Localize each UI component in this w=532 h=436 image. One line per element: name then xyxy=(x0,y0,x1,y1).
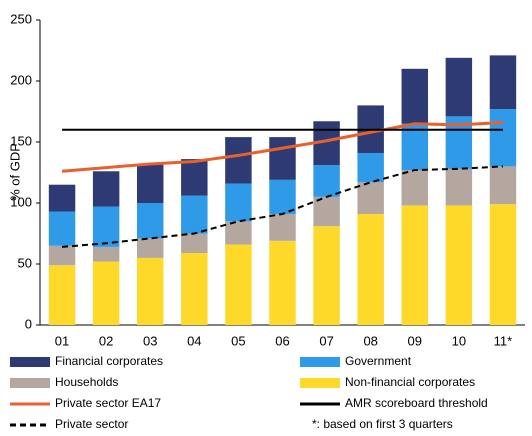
bar-segment xyxy=(181,233,208,254)
x-tick-label: 10 xyxy=(452,333,466,348)
bar-segment xyxy=(137,163,164,203)
bar-segment xyxy=(137,257,164,325)
x-tick-label: 09 xyxy=(408,333,422,348)
y-tick-label: 100 xyxy=(10,194,32,209)
bar-segment xyxy=(225,183,252,222)
bar-segment xyxy=(92,246,120,262)
x-tick-label: 02 xyxy=(99,333,113,348)
y-tick-label: 50 xyxy=(18,255,32,270)
bar-segment xyxy=(401,170,428,206)
bar-segment xyxy=(137,238,164,258)
line-series xyxy=(61,120,504,173)
bar-segment xyxy=(92,261,120,325)
legend-label: Government xyxy=(345,354,412,368)
legend-swatch xyxy=(10,378,50,388)
bar-segment xyxy=(489,204,517,325)
legend-label: Private sector EA17 xyxy=(55,396,161,410)
bar-segment xyxy=(48,184,76,212)
bar-segment xyxy=(48,245,76,266)
legend-label: Households xyxy=(55,375,118,389)
bar-segment xyxy=(357,213,384,325)
x-tick-label: 07 xyxy=(319,333,333,348)
bar-segment xyxy=(181,159,208,196)
x-tick-label: 01 xyxy=(55,333,69,348)
bar-segment xyxy=(137,203,164,239)
bar-segment xyxy=(489,166,517,205)
legend: Financial corporates Government Households… xyxy=(10,354,488,431)
bar-segment xyxy=(445,168,473,206)
x-tick-label: 05 xyxy=(231,333,245,348)
y-tick-label: 200 xyxy=(10,72,32,87)
legend-label: Non-financial corporates xyxy=(345,375,475,389)
y-tick-label: 150 xyxy=(10,133,32,148)
y-axis-label: % of GDP xyxy=(7,143,22,201)
x-tick-label: 03 xyxy=(143,333,157,348)
bar-segment xyxy=(357,182,384,214)
x-tick-label: 11* xyxy=(494,333,513,348)
y-tick-label: 0 xyxy=(25,316,32,331)
legend-label: AMR scoreboard threshold xyxy=(345,396,488,410)
bar-segment xyxy=(269,240,296,325)
x-tick-label: 06 xyxy=(275,333,289,348)
bar-segment xyxy=(181,253,208,325)
legend-label: Financial corporates xyxy=(55,354,163,368)
y-tick-label: 250 xyxy=(10,11,32,26)
bar-segment xyxy=(313,226,340,325)
bar-segment xyxy=(269,213,296,241)
bar-segment xyxy=(48,265,76,325)
bar-segment xyxy=(401,68,428,124)
bar-segment xyxy=(225,137,252,184)
x-tick-label: 08 xyxy=(363,333,377,348)
bar-segment xyxy=(225,221,252,245)
legend-label: Private sector xyxy=(55,417,128,431)
bar-segment xyxy=(489,109,517,167)
line-series xyxy=(61,165,504,248)
bar-segment xyxy=(225,244,252,325)
bar-segment xyxy=(313,165,340,197)
bar-segment xyxy=(181,195,208,234)
legend-swatch xyxy=(300,357,340,367)
bar-segment xyxy=(92,206,120,247)
legend-swatch xyxy=(300,378,340,388)
x-tick-label: 04 xyxy=(187,333,201,348)
bar-segment xyxy=(445,205,473,325)
bar-segment xyxy=(269,137,296,180)
legend-swatch xyxy=(10,357,50,367)
bar-segment xyxy=(401,123,428,171)
bar-segment xyxy=(401,205,428,325)
bar-segment xyxy=(445,57,473,117)
bar-segment xyxy=(48,211,76,246)
note: *: based on first 3 quarters xyxy=(312,417,453,431)
bar-segment xyxy=(92,171,120,207)
bar-segment xyxy=(313,196,340,227)
bar-segment xyxy=(357,152,384,183)
bar-segment xyxy=(269,179,296,214)
bar-segment xyxy=(489,55,517,110)
